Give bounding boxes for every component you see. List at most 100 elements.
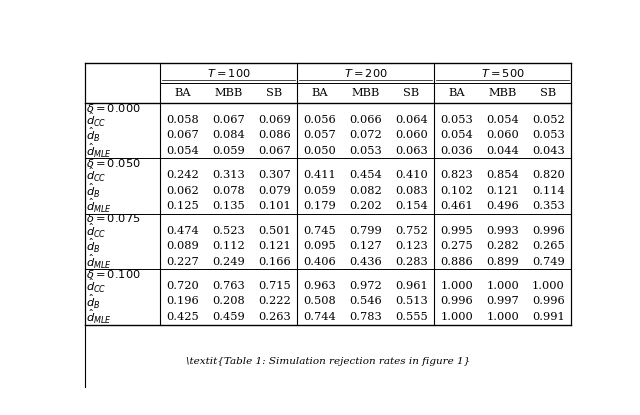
Text: 0.086: 0.086 [258,130,291,140]
Text: 0.064: 0.064 [395,115,428,125]
Text: 0.411: 0.411 [303,170,337,180]
Text: 0.249: 0.249 [212,256,245,266]
Text: 0.069: 0.069 [258,115,291,125]
Text: MBB: MBB [214,88,243,98]
Text: 0.036: 0.036 [440,146,474,156]
Text: 0.089: 0.089 [167,241,200,251]
Text: 0.720: 0.720 [167,281,200,291]
Text: 0.050: 0.050 [303,146,337,156]
Text: 0.114: 0.114 [532,186,564,195]
Text: 0.555: 0.555 [395,312,428,322]
Text: $\hat{d}_{MLE}$: $\hat{d}_{MLE}$ [86,308,112,326]
Text: 0.043: 0.043 [532,146,564,156]
Text: $\hat{d}_{MLE}$: $\hat{d}_{MLE}$ [86,252,112,271]
Text: $\hat{d}_{MLE}$: $\hat{d}_{MLE}$ [86,142,112,160]
Text: 0.820: 0.820 [532,170,564,180]
Text: $\hat{d}_{B}$: $\hat{d}_{B}$ [86,292,100,310]
Text: 0.513: 0.513 [395,296,428,306]
Text: 0.715: 0.715 [258,281,291,291]
Text: 0.127: 0.127 [349,241,382,251]
Text: 1.000: 1.000 [486,281,519,291]
Text: 0.461: 0.461 [440,201,474,211]
Text: 0.283: 0.283 [395,256,428,266]
Text: 0.410: 0.410 [395,170,428,180]
Text: 0.997: 0.997 [486,296,519,306]
Text: 0.406: 0.406 [303,256,337,266]
Text: $T = 500$: $T = 500$ [481,67,525,79]
Text: 0.993: 0.993 [486,226,519,236]
Text: 0.102: 0.102 [440,186,474,195]
Text: 0.459: 0.459 [212,312,245,322]
Text: 0.054: 0.054 [440,130,474,140]
Text: 0.083: 0.083 [395,186,428,195]
Text: $\delta = 0.050$: $\delta = 0.050$ [86,157,141,169]
Text: 0.307: 0.307 [258,170,291,180]
Text: 0.996: 0.996 [532,296,564,306]
Text: 0.496: 0.496 [486,201,519,211]
Text: $\hat{d}_{CC}$: $\hat{d}_{CC}$ [86,222,107,240]
Text: 0.196: 0.196 [167,296,200,306]
Text: 0.227: 0.227 [167,256,200,266]
Text: 0.067: 0.067 [212,115,245,125]
Text: 0.275: 0.275 [440,241,474,251]
Text: $\hat{d}_{CC}$: $\hat{d}_{CC}$ [86,111,107,129]
Text: 0.508: 0.508 [303,296,337,306]
Text: 0.783: 0.783 [349,312,382,322]
Text: $\hat{d}_{B}$: $\hat{d}_{B}$ [86,126,100,144]
Text: 0.135: 0.135 [212,201,245,211]
Text: 0.125: 0.125 [167,201,200,211]
Text: 0.202: 0.202 [349,201,382,211]
Text: $\hat{d}_{CC}$: $\hat{d}_{CC}$ [86,166,107,184]
Text: 0.436: 0.436 [349,256,382,266]
Text: 0.084: 0.084 [212,130,245,140]
Text: 0.121: 0.121 [486,186,519,195]
Text: $\delta = 0.075$: $\delta = 0.075$ [86,212,141,225]
Text: 0.752: 0.752 [395,226,428,236]
Text: 0.899: 0.899 [486,256,519,266]
Text: 0.053: 0.053 [440,115,474,125]
Text: 0.058: 0.058 [167,115,200,125]
Text: BA: BA [175,88,191,98]
Text: 1.000: 1.000 [486,312,519,322]
Text: 0.474: 0.474 [167,226,200,236]
Text: 0.995: 0.995 [440,226,474,236]
Text: MBB: MBB [351,88,380,98]
Text: 0.072: 0.072 [349,130,382,140]
Text: 0.060: 0.060 [395,130,428,140]
Text: 0.546: 0.546 [349,296,382,306]
Text: 0.799: 0.799 [349,226,382,236]
Text: $T = 200$: $T = 200$ [344,67,388,79]
Text: 0.179: 0.179 [303,201,337,211]
Text: 0.823: 0.823 [440,170,474,180]
Text: 0.425: 0.425 [167,312,200,322]
Text: $\delta = 0.100$: $\delta = 0.100$ [86,268,141,280]
Text: 0.121: 0.121 [258,241,291,251]
Text: BA: BA [312,88,328,98]
Text: 0.242: 0.242 [167,170,200,180]
Text: 0.222: 0.222 [258,296,291,306]
Text: 0.282: 0.282 [486,241,519,251]
Text: 0.044: 0.044 [486,146,519,156]
Text: 0.082: 0.082 [349,186,382,195]
Text: SB: SB [540,88,556,98]
Text: 0.054: 0.054 [486,115,519,125]
Text: 0.062: 0.062 [167,186,200,195]
Text: 0.154: 0.154 [395,201,428,211]
Text: 0.079: 0.079 [258,186,291,195]
Text: 0.972: 0.972 [349,281,382,291]
Text: 0.886: 0.886 [440,256,474,266]
Text: BA: BA [449,88,465,98]
Text: 0.067: 0.067 [258,146,291,156]
Text: MBB: MBB [488,88,516,98]
Text: 0.059: 0.059 [212,146,245,156]
Text: 1.000: 1.000 [440,312,474,322]
Text: 0.963: 0.963 [303,281,337,291]
Text: 0.763: 0.763 [212,281,245,291]
Text: $\hat{d}_{CC}$: $\hat{d}_{CC}$ [86,277,107,295]
Text: $\hat{d}_{B}$: $\hat{d}_{B}$ [86,181,100,200]
Text: 0.166: 0.166 [258,256,291,266]
Text: 0.053: 0.053 [349,146,382,156]
Text: 0.060: 0.060 [486,130,519,140]
Text: 0.313: 0.313 [212,170,245,180]
Text: $\delta = 0.000$: $\delta = 0.000$ [86,102,141,114]
